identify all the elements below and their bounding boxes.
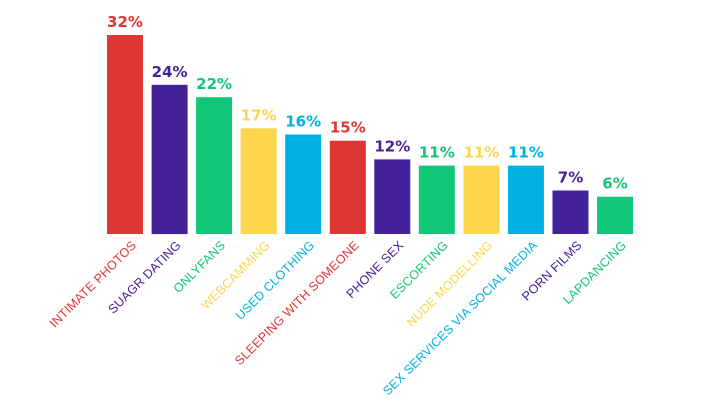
category-label-nude-modelling: NUDE MODELLING — [404, 238, 495, 329]
bar-escorting — [418, 165, 455, 234]
category-label-intimate-photos: INTIMATE PHOTOS — [47, 238, 139, 330]
bar-onlyfans — [196, 97, 233, 234]
value-label-intimate-photos: 32% — [107, 13, 143, 31]
category-label-used-clothing: USED CLOTHING — [233, 238, 317, 322]
bar-sex-services-via-social-media — [507, 165, 544, 234]
value-label-phone-sex: 12% — [374, 137, 410, 155]
bar-intimate-photos — [107, 35, 143, 234]
category-label-sex-services-via-social-media: SEX SERVICES VIA SOCIAL MEDIA — [380, 238, 540, 398]
value-label-sex-services-via-social-media: 11% — [508, 144, 544, 162]
bar-suagr-dating — [151, 84, 188, 235]
value-label-used-clothing: 16% — [285, 113, 321, 131]
bars-group — [107, 35, 633, 235]
bar-porn-films — [552, 190, 589, 234]
bar-nude-modelling — [463, 165, 500, 234]
value-label-lapdancing: 6% — [602, 175, 627, 193]
bar-phone-sex — [374, 159, 411, 234]
value-label-onlyfans: 22% — [196, 75, 232, 93]
bar-used-clothing — [285, 134, 322, 234]
value-label-porn-films: 7% — [558, 169, 583, 187]
value-label-webcamming: 17% — [241, 106, 277, 124]
bar-lapdancing — [597, 196, 633, 234]
bar-webcamming — [240, 128, 277, 234]
value-label-escorting: 11% — [419, 144, 455, 162]
value-labels-group: 32% 24% 22% 17% 16% 15% 12% 11% 11% 11% 7% 6% — [107, 13, 628, 193]
bar-sleeping-with-someone — [329, 140, 366, 234]
value-label-nude-modelling: 11% — [463, 144, 499, 162]
value-label-sleeping-with-someone: 15% — [330, 119, 366, 137]
value-label-suagr-dating: 24% — [152, 63, 188, 81]
